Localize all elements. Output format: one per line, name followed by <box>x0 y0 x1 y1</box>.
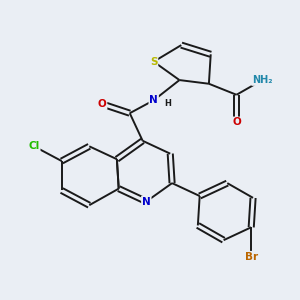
Text: Cl: Cl <box>28 141 40 151</box>
Text: N: N <box>142 196 151 206</box>
Text: H: H <box>164 99 171 108</box>
Text: N: N <box>149 95 158 105</box>
Text: O: O <box>98 99 106 109</box>
Text: S: S <box>150 57 158 67</box>
Text: O: O <box>232 117 241 128</box>
Text: NH₂: NH₂ <box>252 75 272 85</box>
Text: Br: Br <box>245 252 258 262</box>
